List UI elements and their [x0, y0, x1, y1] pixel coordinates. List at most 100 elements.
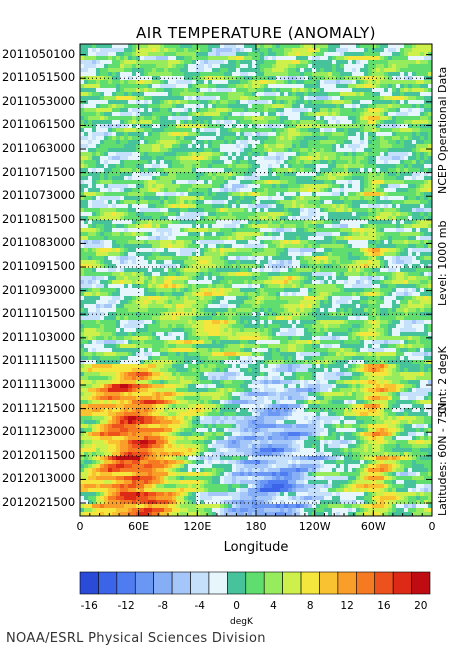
heatmap-cell	[192, 52, 197, 57]
heatmap-cell	[112, 112, 117, 117]
heatmap-cell	[348, 68, 353, 73]
heatmap-cell	[176, 180, 181, 185]
heatmap-cell	[260, 256, 265, 261]
heatmap-cell	[200, 220, 205, 225]
heatmap-cell	[228, 152, 233, 157]
heatmap-cell	[288, 100, 293, 105]
heatmap-cell	[296, 64, 301, 69]
heatmap-cell	[376, 96, 381, 101]
heatmap-cell	[412, 208, 417, 213]
heatmap-cell	[216, 152, 221, 157]
heatmap-cell	[424, 180, 429, 185]
heatmap-cell	[264, 168, 269, 173]
heatmap-cell	[252, 248, 257, 253]
heatmap-cell	[352, 108, 357, 113]
heatmap-cell	[176, 132, 181, 137]
heatmap-cell	[376, 140, 381, 145]
heatmap-cell	[328, 180, 333, 185]
heatmap-cell	[124, 88, 129, 93]
heatmap-cell	[100, 84, 105, 89]
heatmap-cell	[256, 52, 261, 57]
heatmap-cell	[392, 160, 397, 165]
heatmap-cell	[260, 216, 265, 221]
heatmap-cell	[360, 212, 365, 217]
heatmap-cell	[304, 248, 309, 253]
heatmap-cell	[308, 208, 313, 213]
heatmap-cell	[328, 152, 333, 157]
heatmap-cell	[108, 236, 113, 241]
heatmap-cell	[408, 152, 413, 157]
heatmap-cell	[164, 88, 169, 93]
heatmap-cell	[244, 220, 249, 225]
heatmap-cell	[372, 240, 377, 245]
heatmap-cell	[168, 128, 173, 133]
heatmap-cell	[148, 88, 153, 93]
heatmap-cell	[420, 68, 425, 73]
heatmap-cell	[116, 268, 121, 273]
heatmap-cell	[84, 44, 89, 49]
heatmap-cell	[164, 212, 169, 217]
heatmap-cell	[260, 208, 265, 213]
heatmap-cell	[152, 56, 157, 61]
heatmap-cell	[340, 160, 345, 165]
heatmap-cell	[328, 100, 333, 105]
heatmap-cell	[396, 216, 401, 221]
heatmap-cell	[268, 152, 273, 157]
heatmap-cell	[292, 152, 297, 157]
heatmap-cell	[180, 52, 185, 57]
heatmap-cell	[248, 228, 253, 233]
heatmap-cell	[140, 124, 145, 129]
heatmap-cell	[384, 76, 389, 81]
heatmap-cell	[244, 108, 249, 113]
heatmap-cell	[152, 80, 157, 85]
heatmap-cell	[200, 88, 205, 93]
heatmap-cell	[256, 176, 261, 181]
heatmap-cell	[84, 88, 89, 93]
heatmap-cell	[200, 116, 205, 121]
heatmap-cell	[128, 124, 133, 129]
heatmap-cell	[136, 176, 141, 181]
heatmap-cell	[200, 56, 205, 61]
heatmap-cell	[292, 256, 297, 261]
heatmap-cell	[292, 172, 297, 177]
heatmap-cell	[352, 244, 357, 249]
heatmap-cell	[276, 64, 281, 69]
heatmap-cell	[160, 172, 165, 177]
heatmap-cell	[200, 168, 205, 173]
heatmap-cell	[304, 140, 309, 145]
heatmap-cell	[156, 180, 161, 185]
heatmap-cell	[352, 260, 357, 265]
heatmap-cell	[112, 64, 117, 69]
heatmap-cell	[324, 228, 329, 233]
heatmap-cell	[336, 64, 341, 69]
heatmap-cell	[224, 120, 229, 125]
heatmap-cell	[172, 220, 177, 225]
heatmap-cell	[268, 100, 273, 105]
heatmap-cell	[380, 48, 385, 53]
heatmap-cell	[316, 164, 321, 169]
heatmap-cell	[336, 72, 341, 77]
heatmap-cell	[424, 128, 429, 133]
heatmap-cell	[208, 48, 213, 53]
heatmap-cell	[196, 148, 201, 153]
heatmap-cell	[80, 92, 85, 97]
heatmap-cell	[360, 148, 365, 153]
heatmap-cell	[264, 192, 269, 197]
heatmap-cell	[340, 112, 345, 117]
heatmap-cell	[240, 120, 245, 125]
heatmap-cell	[208, 80, 213, 85]
heatmap-cell	[300, 172, 305, 177]
heatmap-cell	[132, 160, 137, 165]
heatmap-cell	[232, 128, 237, 133]
heatmap-cell	[128, 76, 133, 81]
heatmap-cell	[88, 244, 93, 249]
heatmap-cell	[416, 264, 421, 269]
heatmap-cell	[144, 212, 149, 217]
heatmap-cell	[112, 176, 117, 181]
heatmap-cell	[284, 160, 289, 165]
heatmap-cell	[352, 180, 357, 185]
heatmap-cell	[176, 108, 181, 113]
heatmap-cell	[380, 116, 385, 121]
heatmap-cell	[196, 100, 201, 105]
heatmap-cell	[176, 152, 181, 157]
